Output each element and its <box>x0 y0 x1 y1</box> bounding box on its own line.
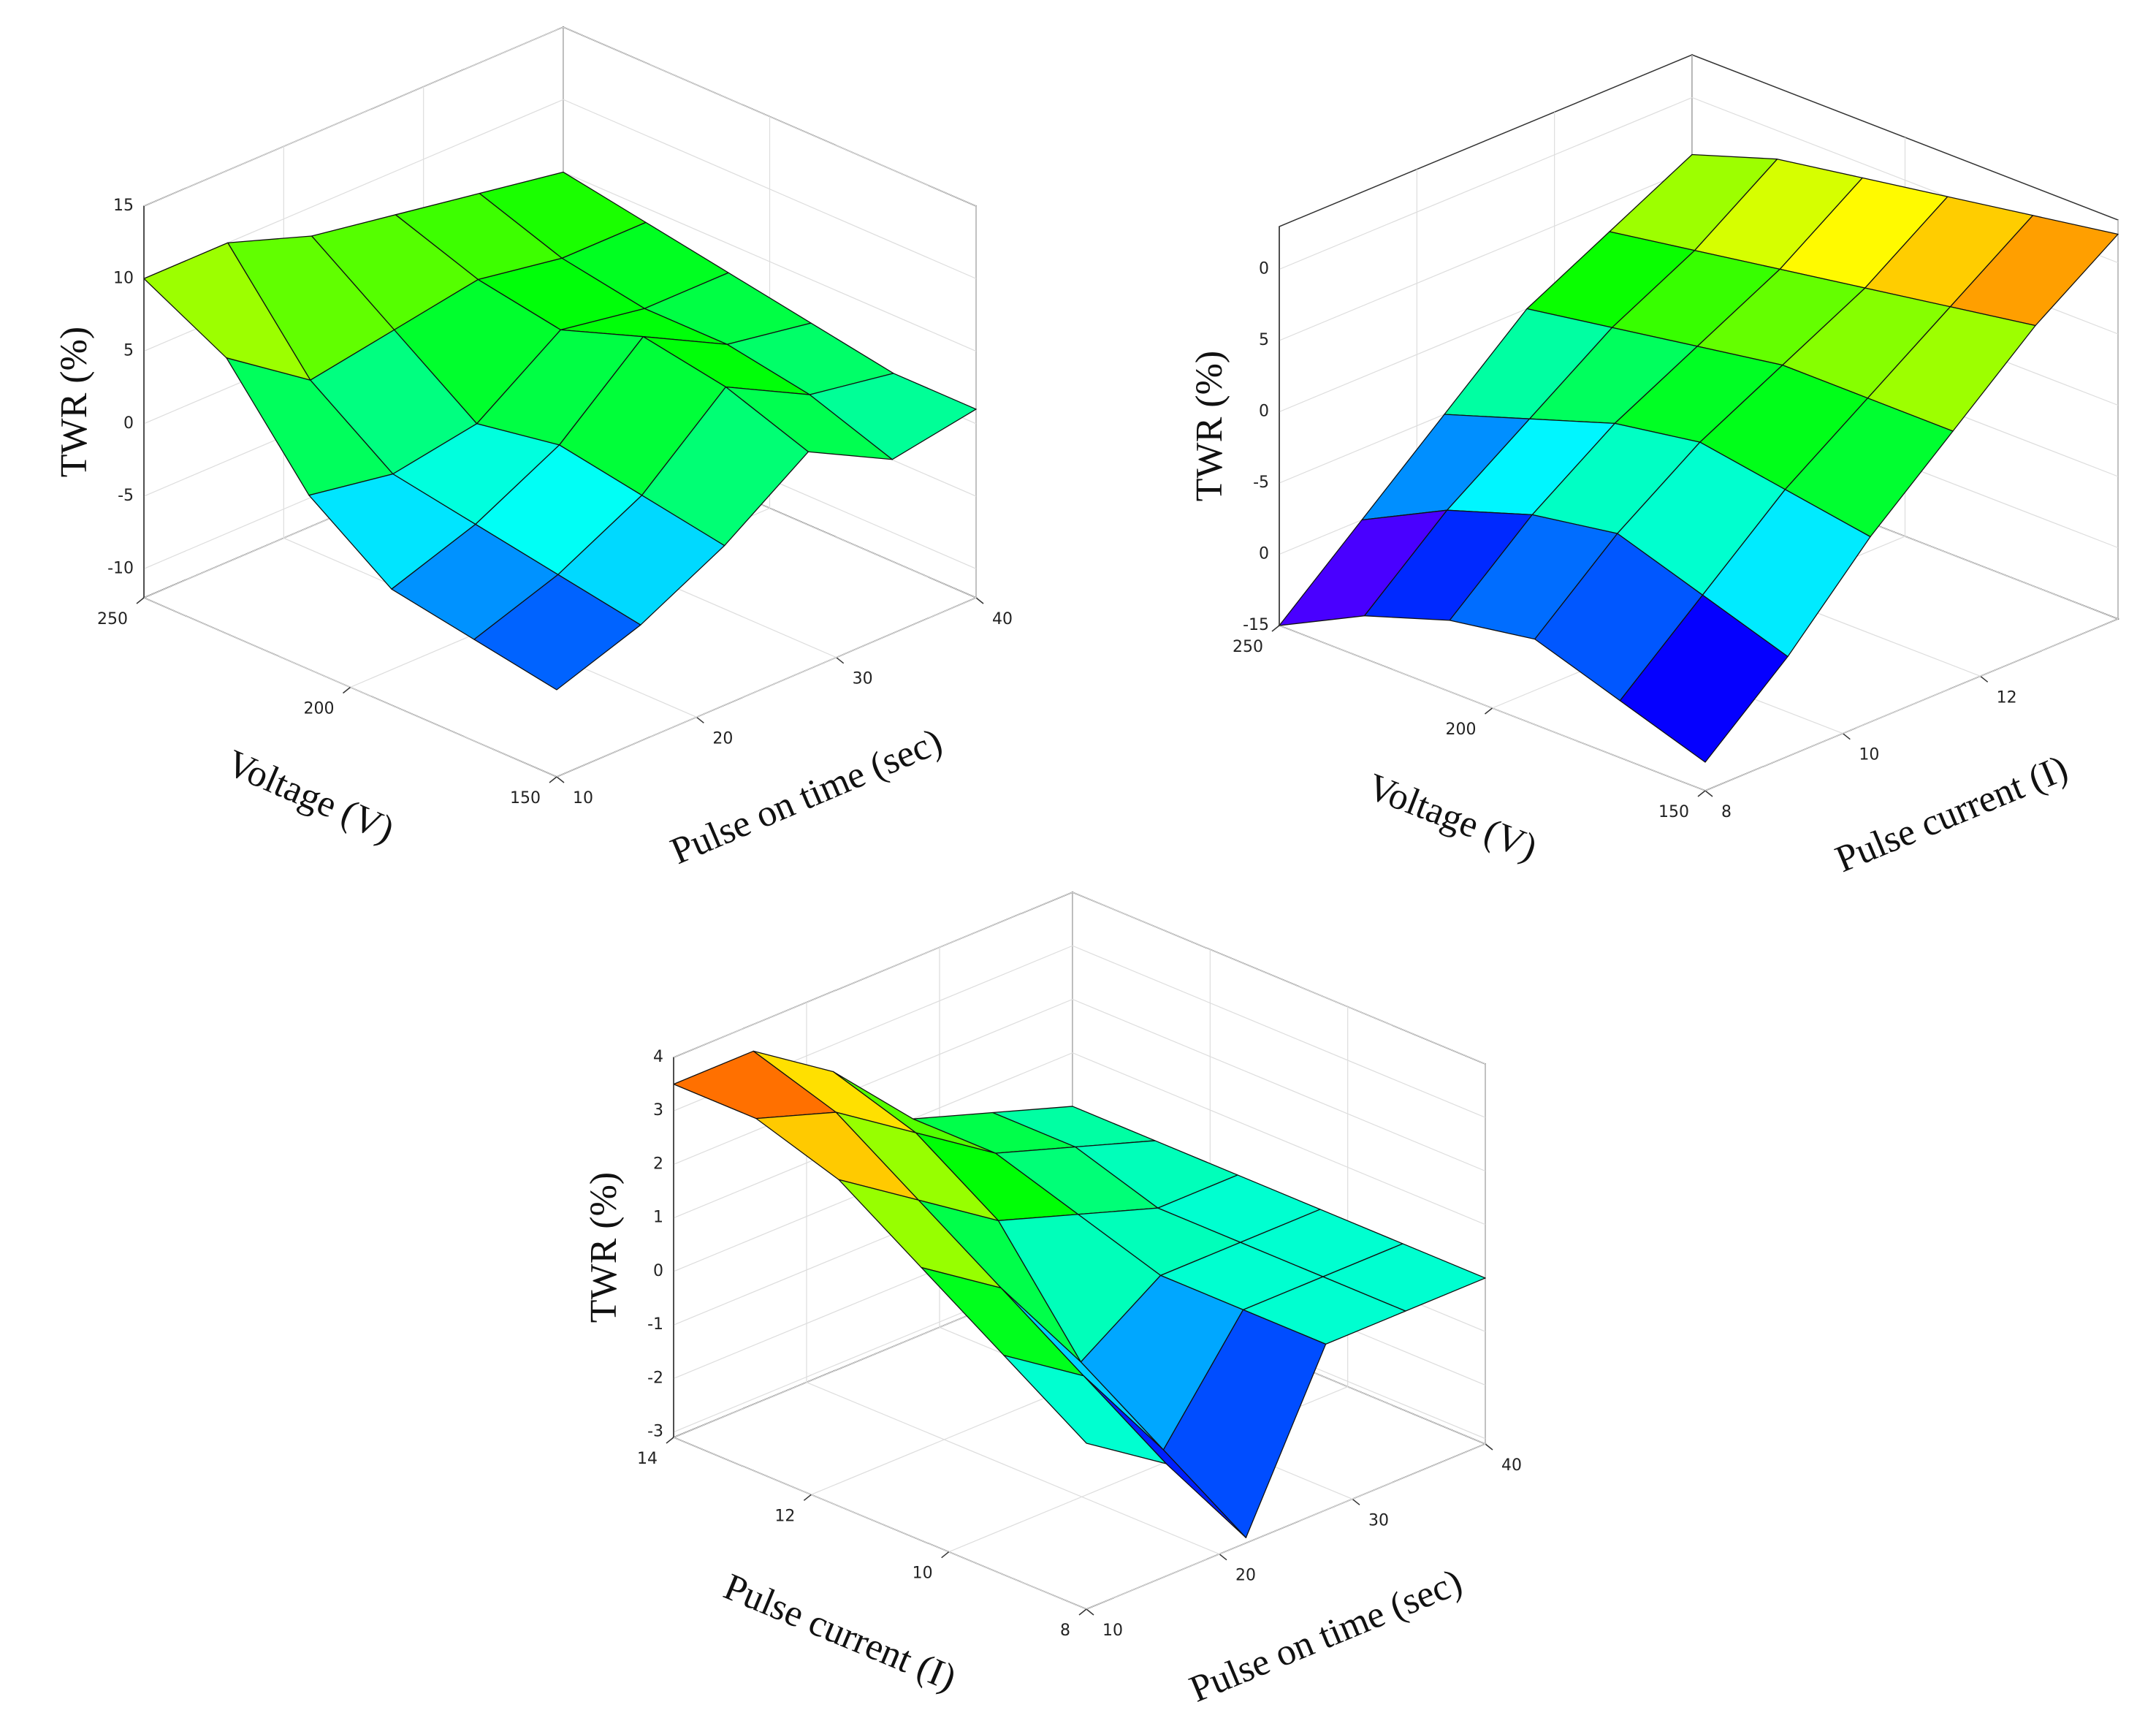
z-tick-label: -15 <box>1243 616 1269 634</box>
y-axis-label: Voltage (V) <box>1362 765 1543 869</box>
surface-patch <box>1619 594 1789 763</box>
tick-mark <box>1842 733 1851 740</box>
x-tick-label: 40 <box>992 610 1013 628</box>
y-tick-label: 250 <box>97 610 128 628</box>
tick-mark <box>666 1437 674 1444</box>
x-tick-label: 20 <box>712 729 733 748</box>
z-tick-label: -5 <box>1253 474 1269 492</box>
grid-line <box>1086 1064 1486 1610</box>
x-tick-label: 10 <box>573 789 593 807</box>
z-tick-label: 0 <box>1259 545 1269 563</box>
y-tick-label: 14 <box>637 1450 658 1468</box>
y-tick-label: 8 <box>1060 1622 1070 1640</box>
y-tick-label: 250 <box>1233 638 1263 656</box>
z-tick-label: 5 <box>123 342 134 360</box>
tick-mark <box>836 657 845 664</box>
z-tick-label: 5 <box>1259 331 1269 349</box>
z-tick-label: 0 <box>123 414 134 433</box>
tick-mark <box>1485 1443 1493 1451</box>
tick-mark <box>1980 675 1989 683</box>
x-tick-label: 10 <box>1102 1622 1123 1640</box>
surface-patch <box>1003 1355 1167 1464</box>
z-tick-label: 4 <box>653 1048 663 1066</box>
z-tick-label: -10 <box>107 559 134 577</box>
tick-mark <box>343 686 351 694</box>
z-tick-label: -2 <box>647 1369 663 1387</box>
tick-mark <box>136 597 145 604</box>
x-axis-label: Pulse current (I) <box>1829 747 2074 881</box>
z-tick-label: 1 <box>653 1209 663 1227</box>
z-tick-label: 3 <box>653 1101 663 1120</box>
y-tick-label: 200 <box>1446 721 1477 739</box>
tick-mark <box>1697 790 1706 797</box>
z-axis-label: TWR (%) <box>53 326 95 478</box>
tick-mark <box>1271 625 1280 632</box>
grid-line <box>948 1006 1349 1553</box>
y-tick-label: 10 <box>913 1565 933 1583</box>
z-axis-label: TWR (%) <box>582 1171 625 1323</box>
z-axis-label: TWR (%) <box>582 1171 625 1323</box>
tick-mark <box>1704 790 1713 797</box>
x-tick-label: 30 <box>1368 1511 1389 1529</box>
x-tick-label: 20 <box>1235 1567 1256 1585</box>
x-tick-label: 8 <box>1721 803 1732 821</box>
z-tick-label: 15 <box>113 197 134 215</box>
z-tick-label: 0 <box>1259 403 1269 421</box>
tick-mark <box>1086 1608 1094 1616</box>
tick-mark <box>1078 1608 1087 1616</box>
x-tick-label: 40 <box>1501 1456 1522 1475</box>
tick-mark <box>1485 707 1493 715</box>
z-axis-label: TWR (%) <box>1188 350 1230 502</box>
z-tick-label: 2 <box>653 1155 663 1173</box>
tick-mark <box>696 716 704 723</box>
z-tick-label: 10 <box>113 269 134 287</box>
x-tick-label: 12 <box>1997 688 2017 707</box>
z-tick-label: 0 <box>653 1262 663 1280</box>
y-tick-label: 12 <box>774 1507 795 1525</box>
tick-mark <box>549 776 557 783</box>
y-tick-label: 150 <box>1658 803 1689 821</box>
x-tick-label: 30 <box>853 670 873 688</box>
z-tick-label: -1 <box>647 1315 663 1334</box>
y-tick-label: 200 <box>304 700 335 718</box>
tick-mark <box>1352 1498 1360 1505</box>
y-axis-label: Voltage (V) <box>1362 765 1543 869</box>
z-tick-label: -3 <box>647 1423 663 1441</box>
z-axis-label: TWR (%) <box>1188 350 1230 502</box>
z-tick-label: 0 <box>1259 260 1269 278</box>
y-tick-label: 150 <box>510 789 541 807</box>
surface-patch <box>473 574 641 691</box>
tick-mark <box>803 1494 812 1501</box>
x-tick-label: 10 <box>1859 746 1879 764</box>
tick-mark <box>941 1551 950 1559</box>
tick-mark <box>975 597 984 604</box>
tick-mark <box>1219 1554 1227 1561</box>
x-axis-label: Pulse current (I) <box>1829 747 2074 881</box>
z-tick-label: -5 <box>118 487 134 505</box>
grid-line <box>1704 220 2119 791</box>
z-axis-label: TWR (%) <box>53 326 95 478</box>
tick-mark <box>556 776 565 783</box>
grid-line <box>556 206 977 778</box>
